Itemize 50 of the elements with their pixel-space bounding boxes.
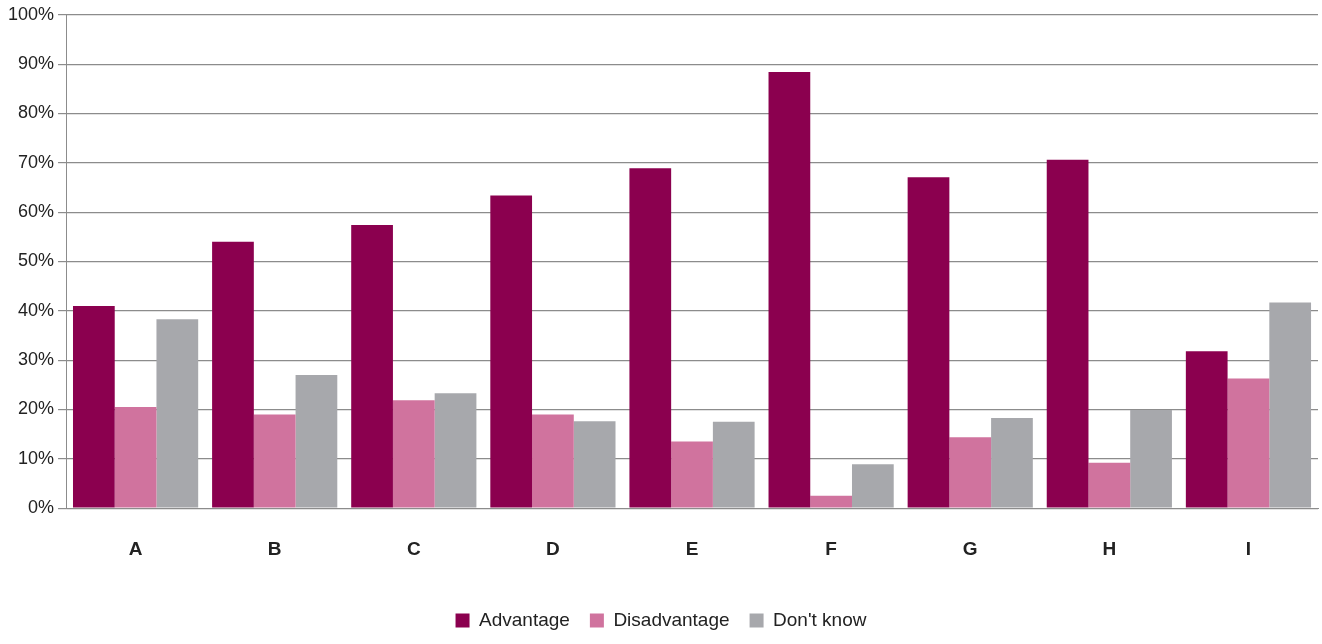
y-tick-label: 70%: [18, 151, 55, 172]
x-tick-label: C: [406, 537, 421, 559]
x-tick-label: E: [685, 537, 699, 559]
bar: [907, 177, 950, 508]
bar: [72, 305, 115, 508]
bar: [991, 417, 1033, 508]
x-tick-label: H: [1102, 537, 1117, 559]
bar: [253, 414, 296, 508]
x-tick-label: B: [267, 537, 282, 559]
bar: [114, 407, 157, 508]
y-tick-label: 40%: [18, 299, 55, 320]
x-tick-label: D: [546, 537, 560, 559]
y-tick-label: 0%: [28, 497, 55, 518]
bar: [434, 393, 477, 508]
legend-label: Disadvantage: [613, 608, 730, 630]
bar: [392, 400, 435, 508]
bar: [629, 168, 672, 508]
y-tick-label: 90%: [18, 53, 55, 74]
y-tick-label: 50%: [18, 250, 55, 271]
x-tick-label: F: [825, 537, 837, 559]
y-tick-label: 20%: [18, 398, 55, 419]
bar: [712, 421, 755, 508]
bar: [573, 421, 616, 508]
x-tick-label: A: [128, 537, 143, 559]
y-tick-label: 60%: [18, 201, 55, 222]
y-tick-label: 100%: [7, 3, 55, 24]
bar: [1269, 302, 1312, 508]
bar: [295, 374, 338, 508]
bar: [351, 224, 393, 508]
bar: [1185, 351, 1228, 508]
bar: [810, 495, 852, 508]
bar: [156, 319, 199, 508]
legend-label: Advantage: [479, 608, 570, 630]
bar: [212, 241, 254, 508]
bar: [851, 464, 894, 508]
bar: [532, 414, 574, 508]
bar: [768, 72, 811, 508]
y-tick-label: 30%: [18, 349, 55, 370]
y-tick-label: 80%: [18, 102, 55, 123]
bar: [671, 441, 713, 508]
bar: [949, 437, 992, 508]
bar: [490, 195, 533, 508]
x-tick-label: I: [1245, 537, 1252, 559]
bar: [1088, 462, 1131, 508]
bar: [1227, 378, 1270, 508]
bar: [1046, 159, 1089, 508]
bar: [1130, 410, 1172, 508]
x-tick-label: G: [962, 537, 978, 559]
legend-label: Don't know: [773, 608, 867, 630]
y-tick-label: 10%: [18, 447, 55, 468]
